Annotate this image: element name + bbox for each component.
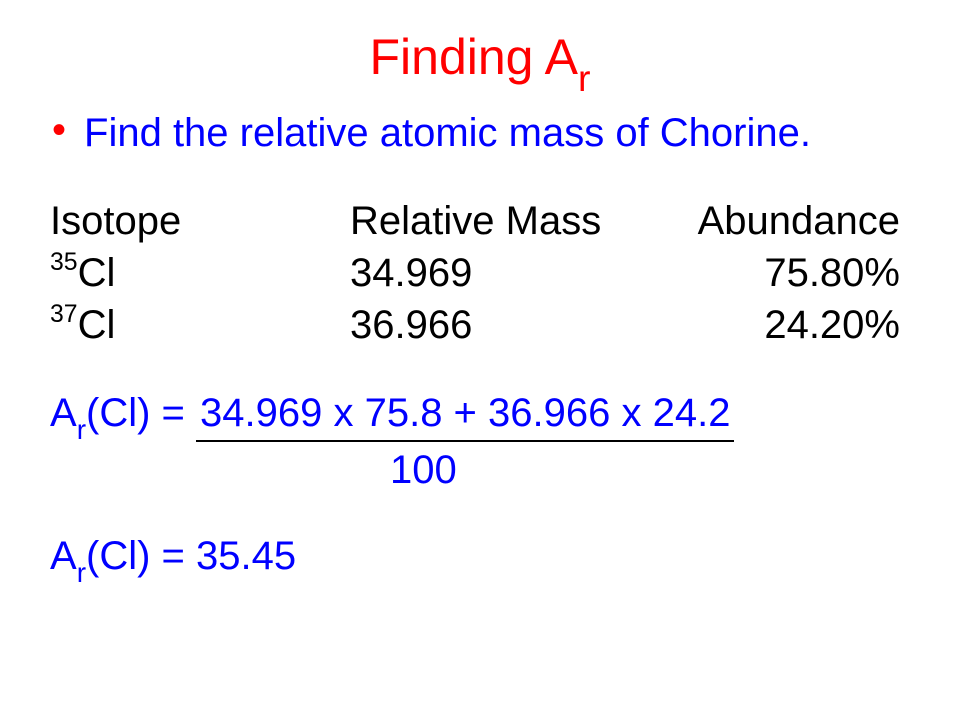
mass-cell: 34.969 — [350, 248, 680, 298]
bullet-dot-icon: • — [52, 110, 66, 150]
calculation-line-1: Ar(Cl) = 34.969 x 75.8 + 36.966 x 24.2 — [50, 388, 910, 443]
header-isotope: Isotope — [50, 196, 350, 246]
table-header-row: Isotope Relative Mass Abundance — [50, 196, 910, 246]
abundance-cell: 24.20% — [680, 300, 910, 350]
calc-lhs: Ar(Cl) = — [50, 388, 196, 443]
result-prefix: A — [50, 534, 77, 578]
mass-number-sup: 37 — [50, 301, 78, 328]
calculation-line-2: 100 — [50, 445, 910, 495]
calc-subscript: r — [77, 414, 86, 445]
title-prefix: Finding A — [370, 29, 578, 85]
spacer — [50, 495, 910, 531]
abundance-cell: 75.80% — [680, 248, 910, 298]
element-symbol: Cl — [78, 251, 116, 295]
calc-denominator: 100 — [390, 448, 457, 492]
calc-prefix: A — [50, 391, 77, 435]
calc-numerator: 34.969 x 75.8 + 36.966 x 24.2 — [196, 388, 734, 442]
spacer — [50, 352, 910, 388]
mass-number-sup: 35 — [50, 249, 78, 276]
table-row: 35Cl 34.969 75.80% — [50, 248, 910, 298]
isotope-cell: 37Cl — [50, 300, 350, 350]
table-row: 37Cl 36.966 24.20% — [50, 300, 910, 350]
header-mass: Relative Mass — [350, 196, 680, 246]
slide-title: Finding Ar — [50, 28, 910, 94]
header-abundance: Abundance — [680, 196, 910, 246]
result-line: Ar(Cl) = 35.45 — [50, 531, 910, 586]
calculation-block: Ar(Cl) = 34.969 x 75.8 + 36.966 x 24.2 1… — [50, 388, 910, 495]
mass-cell: 36.966 — [350, 300, 680, 350]
title-subscript: r — [578, 57, 591, 99]
result-suffix: (Cl) = 35.45 — [86, 534, 296, 578]
calc-suffix: (Cl) = — [86, 391, 196, 435]
bullet-row: • Find the relative atomic mass of Chori… — [50, 110, 910, 156]
bullet-text: Find the relative atomic mass of Chorine… — [84, 110, 811, 156]
body-content: Isotope Relative Mass Abundance 35Cl 34.… — [50, 196, 910, 586]
isotope-cell: 35Cl — [50, 248, 350, 298]
element-symbol: Cl — [78, 303, 116, 347]
slide: Finding Ar • Find the relative atomic ma… — [0, 0, 960, 720]
result-subscript: r — [77, 557, 86, 588]
